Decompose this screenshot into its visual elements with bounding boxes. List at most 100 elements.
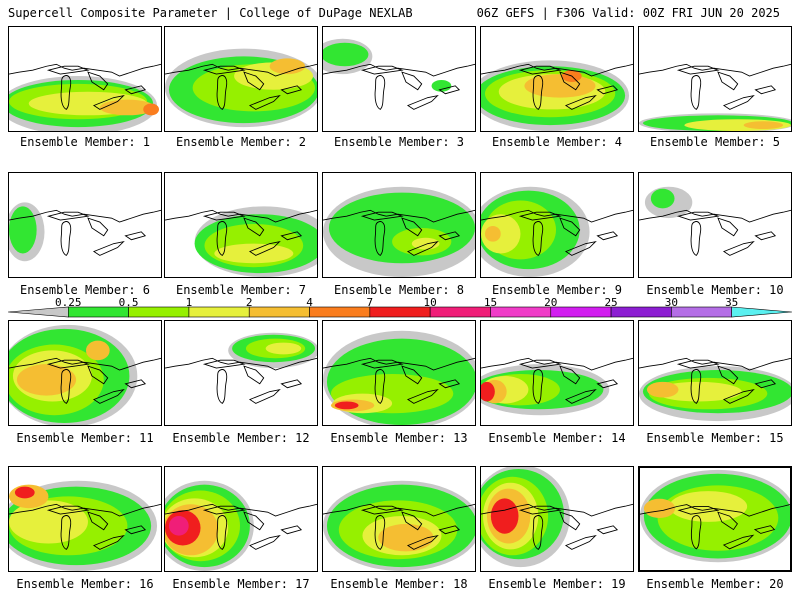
colorbar-tick-label: 2: [245, 296, 253, 309]
ensemble-member-label: Ensemble Member: 9: [491, 283, 623, 297]
great-lakes-outline: [323, 503, 475, 550]
colorbar-segment: [610, 306, 672, 318]
field-contour-green: [328, 192, 475, 264]
field-map: [323, 38, 475, 110]
field-map: [481, 357, 633, 416]
field-contour-pink: [168, 516, 189, 536]
great-lakes-outline: [639, 209, 791, 256]
ensemble-map-16: [8, 466, 162, 572]
ensemble-member-label: Ensemble Member: 16: [16, 577, 154, 591]
colorbar-segment: [188, 306, 250, 318]
ensemble-map-13: [322, 320, 476, 426]
field-map: [9, 63, 161, 131]
ensemble-map-5: [638, 26, 792, 132]
ensemble-map-8: [322, 172, 476, 278]
ensemble-map-20: [638, 466, 792, 572]
colorbar: [8, 306, 792, 318]
ensemble-member-label: Ensemble Member: 10: [646, 283, 784, 297]
field-contour-green: [323, 42, 369, 67]
field-contour-green: [650, 188, 675, 209]
field-map: [9, 202, 161, 262]
ensemble-member-label: Ensemble Member: 17: [172, 577, 310, 591]
field-map: [481, 467, 633, 568]
great-lakes-outline: [481, 503, 633, 550]
field-map: [639, 357, 791, 422]
great-lakes-outline: [640, 504, 790, 550]
field-map: [9, 480, 161, 571]
great-lakes-outline: [481, 357, 633, 404]
great-lakes-outline: [9, 357, 161, 404]
ensemble-map-18: [322, 466, 476, 572]
colorbar-tick-label: 10: [423, 296, 437, 309]
great-lakes-outline: [9, 63, 161, 110]
ensemble-member-label: Ensemble Member: 20: [646, 577, 784, 591]
field-map: [639, 63, 791, 131]
ensemble-map-1: [8, 26, 162, 132]
ensemble-map-3: [322, 26, 476, 132]
colorbar-segment: [248, 306, 310, 318]
field-map: [481, 60, 633, 131]
colorbar-segment: [369, 306, 431, 318]
colorbar-tick-label: 0.5: [118, 296, 139, 309]
field-map: [481, 186, 633, 277]
field-contour-orange: [85, 340, 110, 361]
field-contour-red: [481, 381, 495, 402]
great-lakes-outline: [165, 503, 317, 550]
colorbar-tick-label: 35: [725, 296, 739, 309]
field-map: [640, 469, 790, 563]
ensemble-member-label: Ensemble Member: 18: [330, 577, 468, 591]
ensemble-map-6: [8, 172, 162, 278]
colorbar-segment: [309, 306, 371, 318]
colorbar-tick-label: 1: [185, 296, 193, 309]
field-map: [165, 206, 317, 277]
ensemble-member-label: Ensemble Member: 19: [488, 577, 626, 591]
colorbar-segment: [550, 306, 612, 318]
field-contour-orange: [269, 58, 306, 75]
field-map: [165, 480, 317, 571]
colorbar-segment: [671, 306, 732, 318]
ensemble-map-2: [164, 26, 318, 132]
field-map: [639, 186, 791, 256]
great-lakes-outline: [639, 63, 791, 110]
field-contour-yellow: [214, 243, 294, 264]
great-lakes-outline: [481, 63, 633, 110]
chart-title: Supercell Composite Parameter | College …: [8, 6, 413, 20]
colorbar-labels: 0.25 0.5 1 2 4 7 10 15 20 25 30 35: [0, 296, 800, 309]
ensemble-map-17: [164, 466, 318, 572]
field-contour-red: [14, 486, 35, 499]
field-map: [165, 48, 317, 128]
field-contour-green: [431, 79, 452, 92]
colorbar-tick-label: 20: [544, 296, 558, 309]
field-contour-yellow: [265, 342, 302, 355]
ensemble-member-label: Ensemble Member: 2: [175, 135, 307, 149]
field-contour-green: [9, 206, 37, 254]
great-lakes-outline: [323, 357, 475, 404]
field-map: [165, 332, 317, 404]
ensemble-map-19: [480, 466, 634, 572]
field-contour-orange: [484, 225, 501, 242]
colorbar-tick-label: 30: [664, 296, 678, 309]
field-map: [9, 324, 161, 425]
ensemble-member-label: Ensemble Member: 12: [172, 431, 310, 445]
ensemble-member-label: Ensemble Member: 5: [649, 135, 781, 149]
ensemble-map-14: [480, 320, 634, 426]
ensemble-map-11: [8, 320, 162, 426]
field-contour-orange: [16, 364, 77, 396]
field-contour-dorange: [143, 103, 160, 116]
field-contour-orange: [643, 498, 676, 519]
great-lakes-outline: [323, 63, 475, 110]
run-valid-time: 06Z GEFS | F306 Valid: 00Z FRI JUN 20 20…: [476, 6, 780, 20]
great-lakes-outline: [9, 503, 161, 550]
field-contour-red: [334, 401, 359, 410]
great-lakes-outline: [639, 357, 791, 404]
great-lakes-outline: [165, 63, 317, 110]
field-map: [323, 480, 475, 571]
ensemble-member-label: Ensemble Member: 13: [330, 431, 468, 445]
ensemble-member-label: Ensemble Member: 4: [491, 135, 623, 149]
ensemble-member-label: Ensemble Member: 14: [488, 431, 626, 445]
ensemble-member-label: Ensemble Member: 8: [333, 283, 465, 297]
great-lakes-outline: [9, 209, 161, 256]
field-contour-red: [490, 498, 519, 534]
colorbar-segment: [731, 306, 792, 318]
ensemble-map-10: [638, 172, 792, 278]
